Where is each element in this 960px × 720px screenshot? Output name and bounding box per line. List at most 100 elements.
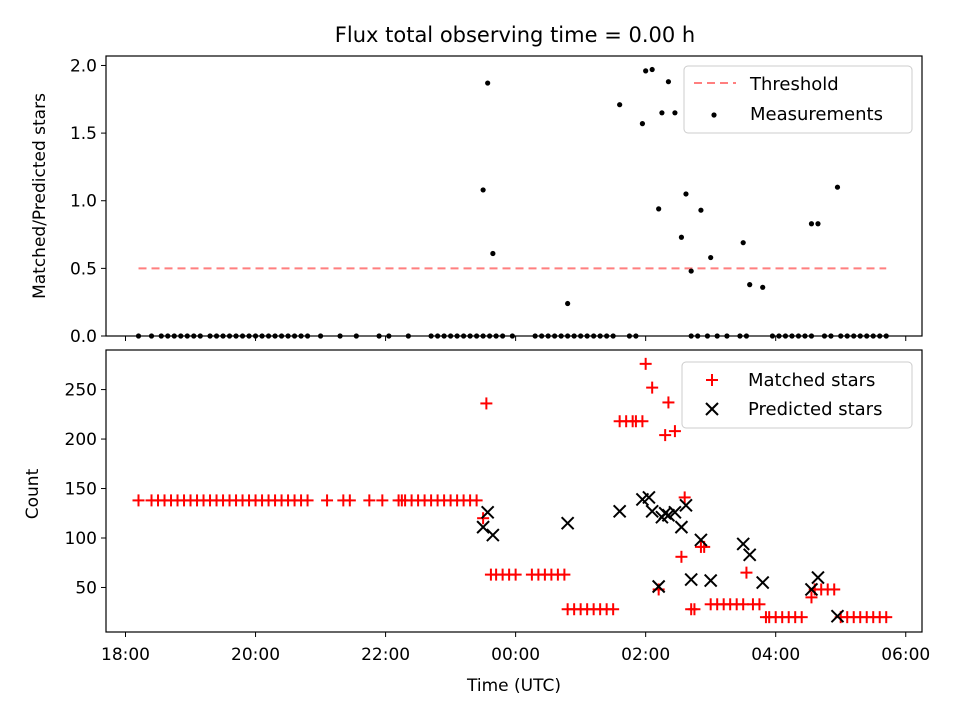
measurement-point <box>659 110 665 116</box>
measurement-point <box>485 80 491 86</box>
measurement-point <box>656 206 662 212</box>
count-x-tick-label: 06:00 <box>881 645 930 665</box>
matched-star-point <box>343 494 356 507</box>
predicted-star-point <box>668 505 682 519</box>
ratio-panel: 0.00.51.01.52.0 Matched/Predicted stars … <box>30 55 923 347</box>
count-legend: Matched stars Predicted stars <box>681 361 913 429</box>
measurement-point <box>834 184 841 190</box>
measurement-point <box>490 250 496 257</box>
ratio-panel-frame <box>105 55 923 337</box>
count-y-ticks: 50 100 150 200 250 <box>65 381 106 598</box>
ratio-y-tick-label: 0.5 <box>70 259 97 279</box>
count-x-ticks: 18:00 20:00 22:00 00:00 02:00 04:00 06:00 <box>101 632 930 665</box>
matched-star-point <box>636 415 649 428</box>
ratio-y-tick-label: 1.5 <box>70 124 97 144</box>
ratio-y-axis-label: Matched/Predicted stars <box>30 93 50 299</box>
matched-star-point <box>805 591 818 604</box>
predicted-star-point <box>486 528 500 542</box>
legend-matched-label: Matched stars <box>748 370 875 391</box>
predicted-star-point <box>830 609 845 623</box>
count-x-tick-label: 04:00 <box>751 645 800 665</box>
measurement-point <box>747 281 753 288</box>
count-x-tick-label: 22:00 <box>361 645 410 665</box>
matched-star-point <box>646 381 659 394</box>
count-y-axis-label: Count <box>23 468 43 519</box>
ratio-y-tick-label: 1.0 <box>70 192 97 212</box>
count-panel: 50 100 150 200 250 18:00 20:00 22:00 00:00 02:00… <box>23 349 930 696</box>
measurement-point <box>617 102 623 108</box>
count-y-tick-label: 250 <box>65 381 97 401</box>
predicted-star-point <box>679 498 693 513</box>
predicted-star-point <box>684 572 698 587</box>
ratio-legend-box <box>683 65 913 134</box>
legend-measurements-label: Measurements <box>750 104 883 125</box>
measurement-point <box>808 221 815 227</box>
measurement-point <box>740 240 746 246</box>
ratio-x-ticks <box>125 336 907 341</box>
count-x-tick-label: 20:00 <box>231 645 280 665</box>
matched-star-point <box>675 550 688 563</box>
count-panel-frame <box>105 349 923 633</box>
matched-star-point <box>480 397 493 410</box>
matched-star-point <box>880 611 893 624</box>
count-x-tick-label: 00:00 <box>491 645 540 665</box>
measurement-point <box>643 68 649 74</box>
predicted-star-point <box>645 504 659 518</box>
measurement-point <box>815 221 821 227</box>
x-axis-label: Time (UTC) <box>466 676 561 696</box>
measurement-point <box>708 254 714 261</box>
legend-predicted-label: Predicted stars <box>748 399 882 420</box>
measurement-point <box>649 66 655 73</box>
predicted-star-point <box>480 505 495 519</box>
measurement-point <box>672 110 678 116</box>
measurement-point <box>639 121 646 127</box>
matched-star-point <box>470 494 483 507</box>
matched-star-point <box>740 566 753 579</box>
matched-star-point <box>509 568 522 581</box>
ratio-legend: Threshold Measurements <box>683 65 913 134</box>
predicted-star-point <box>804 582 819 597</box>
matched-star-point <box>668 425 681 438</box>
count-y-tick-label: 100 <box>65 529 97 549</box>
count-y-tick-label: 150 <box>65 480 97 500</box>
ratio-y-tick-label: 2.0 <box>70 56 97 76</box>
count-y-tick-label: 50 <box>75 578 97 598</box>
matched-star-point <box>363 494 376 507</box>
legend-threshold-label: Threshold <box>749 74 839 95</box>
count-y-tick-label: 200 <box>65 430 97 450</box>
predicted-star-point <box>703 573 718 588</box>
predicted-star-point <box>560 516 575 530</box>
legend-measurements-swatch <box>711 112 717 118</box>
predicted-star-point <box>742 548 757 562</box>
matched-star-point <box>659 429 672 442</box>
matched-star-point <box>662 396 675 409</box>
count-x-tick-label: 02:00 <box>621 645 670 665</box>
predicted-star-point <box>694 533 708 547</box>
chart-title: Flux total observing time = 0.00 h <box>335 23 695 47</box>
measurement-point <box>678 234 685 240</box>
predicted-star-point <box>811 570 825 585</box>
ratio-y-ticks: 0.0 0.5 1.0 1.5 2.0 <box>70 56 106 347</box>
measurement-point <box>665 79 672 85</box>
measurement-point <box>688 268 694 274</box>
count-plot-area <box>132 357 893 624</box>
matched-star-point <box>639 357 652 370</box>
measurement-point <box>683 191 689 197</box>
predicted-star-point <box>736 537 750 551</box>
ratio-y-tick-label: 0.0 <box>70 327 97 347</box>
matched-star-point <box>688 603 701 616</box>
matched-star-point <box>678 491 691 504</box>
predicted-star-point <box>674 520 689 534</box>
count-legend-box <box>681 361 913 429</box>
matched-star-point <box>828 583 841 596</box>
measurement-point <box>565 300 571 307</box>
count-x-tick-label: 18:00 <box>101 645 150 665</box>
predicted-star-point <box>661 508 676 522</box>
matched-star-point <box>607 603 620 616</box>
measurement-point <box>480 187 486 193</box>
matched-star-point <box>795 611 808 624</box>
predicted-star-point <box>651 579 666 594</box>
matched-star-point <box>558 568 571 581</box>
legend-matched-swatch <box>706 374 718 386</box>
